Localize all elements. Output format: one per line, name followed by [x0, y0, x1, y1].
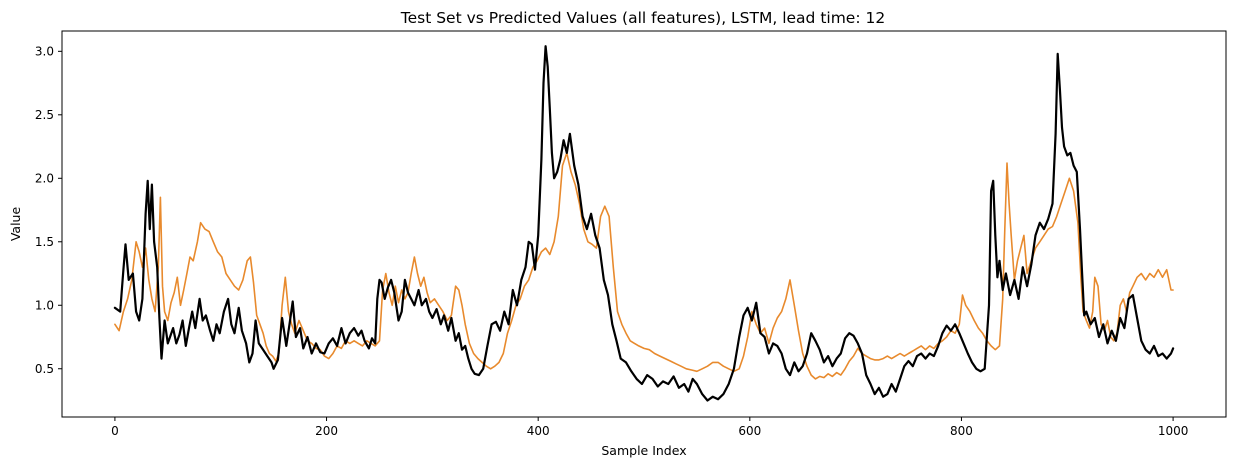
x-tick-label-4: 800	[950, 424, 973, 438]
plot-frame	[61, 30, 1227, 418]
y-tick-label-3: 2.0	[35, 171, 54, 185]
y-axis-title: Value	[8, 207, 23, 242]
y-tick-label-0: 0.5	[35, 362, 54, 376]
x-tick-label-5: 1000	[1158, 424, 1189, 438]
x-axis-title: Sample Index	[601, 443, 686, 458]
series-line-1	[114, 152, 1174, 380]
series-line-0	[113, 45, 1175, 402]
axes-layer: 0 200 400 600 800 1000 0.5 1.0 1.5 2.0 2.5 3.0	[35, 44, 1188, 438]
x-tick-label-1: 200	[315, 424, 338, 438]
y-tick-label-2: 1.5	[35, 235, 54, 249]
series-layer	[113, 45, 1175, 402]
y-tick-label-5: 3.0	[35, 44, 54, 58]
x-tick-label-2: 400	[527, 424, 550, 438]
y-tick-label-4: 2.5	[35, 108, 54, 122]
chart-title: Test Set vs Predicted Values (all featur…	[400, 9, 885, 27]
y-tick-label-1: 1.0	[35, 298, 54, 312]
x-tick-label-3: 600	[738, 424, 761, 438]
x-tick-label-0: 0	[111, 424, 119, 438]
